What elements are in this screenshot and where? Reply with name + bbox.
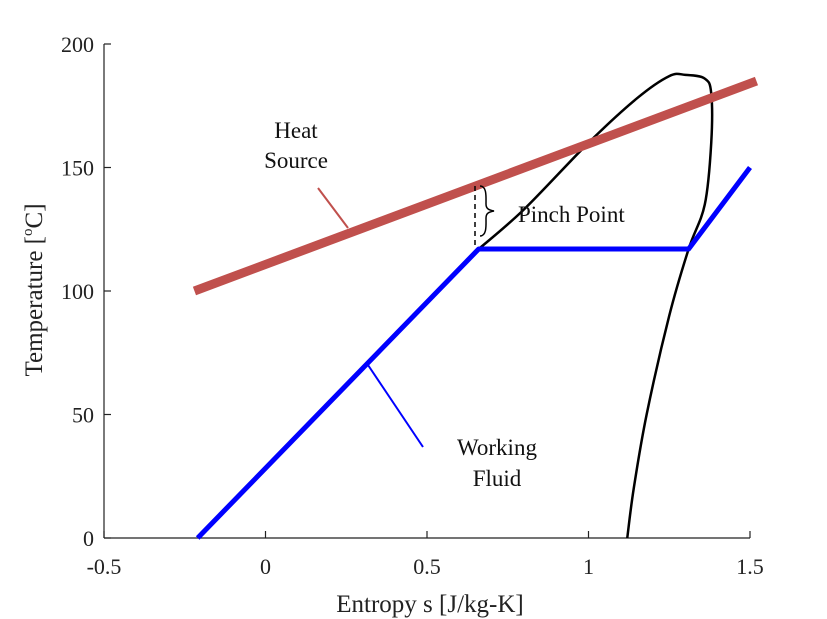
working-fluid-label-line1: Working <box>457 435 537 460</box>
y-tick-label: 200 <box>61 32 94 57</box>
x-tick-label: 0.5 <box>413 554 441 579</box>
heat-source-leader <box>317 187 349 229</box>
y-tick-label: 100 <box>61 279 94 304</box>
x-tick-label: 1.5 <box>736 554 764 579</box>
x-axis-title: Entropy s [J/kg-K] <box>336 591 523 618</box>
annotations: Heat Source Working Fluid Pinch Point <box>264 118 625 491</box>
y-axis-title-part2: C] <box>21 203 48 228</box>
pinch-brace <box>479 185 495 237</box>
ticks: -0.5 0 0.5 1 1.5 0 50 100 150 200 <box>61 32 764 579</box>
working-fluid-line <box>195 165 752 540</box>
working-fluid-leader <box>367 364 424 448</box>
heat-source-label-line2: Source <box>264 148 328 173</box>
y-tick-label: 0 <box>83 526 94 551</box>
y-tick-label: 150 <box>61 156 94 181</box>
y-tick-label: 50 <box>72 403 94 428</box>
x-tick-label: -0.5 <box>87 554 122 579</box>
x-tick-label: 1 <box>583 554 594 579</box>
working-fluid-label-line2: Fluid <box>473 466 522 491</box>
y-axis-title: Temperature [oC] <box>20 203 48 376</box>
heat-source-label-line1: Heat <box>274 118 318 143</box>
y-axis-title-superscript: o <box>20 228 36 236</box>
x-tick-label: 0 <box>260 554 271 579</box>
y-axis-title-part1: Temperature [ <box>21 236 48 377</box>
pinch-point-label: Pinch Point <box>518 202 625 227</box>
